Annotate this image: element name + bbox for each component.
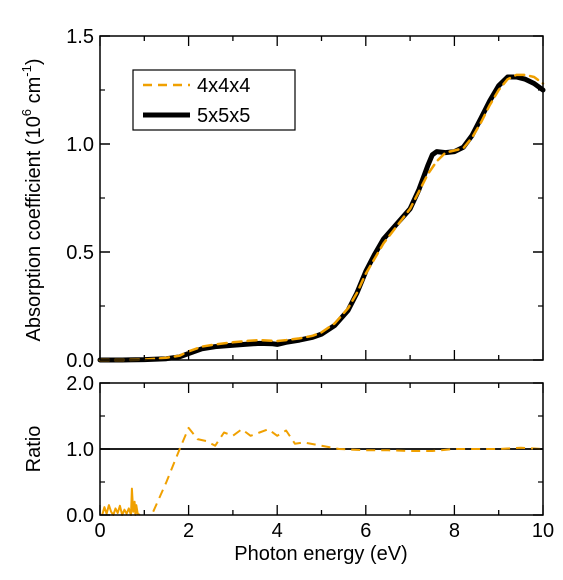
x-tick-label: 8	[449, 520, 460, 542]
legend-label-5x5x5: 5x5x5	[197, 105, 250, 127]
x-axis-label: Photon energy (eV)	[234, 543, 407, 565]
ratio-series-1	[152, 426, 544, 513]
ratio-ticks: 0.0 1.0 2.0 0 2 4 6 8 10	[66, 373, 554, 542]
absorption-plot-frame	[99, 35, 544, 361]
x-tick-label: 10	[532, 520, 554, 542]
ratio-series-group	[100, 426, 544, 516]
ratio-y-tick-label: 2.0	[66, 373, 94, 395]
absorption-y-axis-label: Absorption coefficient (106 cm-1)	[19, 58, 45, 341]
ylabel-mid: cm	[23, 77, 45, 109]
ratio-plot-frame	[99, 382, 544, 516]
x-tick-label: 6	[360, 520, 371, 542]
ratio-y-tick-label: 1.0	[66, 439, 94, 461]
absorption-series-group	[97, 73, 546, 363]
ratio-panel: 0.0 1.0 2.0 0 2 4 6 8 10 Ratio Photon energy (eV…	[23, 373, 554, 565]
absorption-panel: 0.0 0.5 1.0 1.5 4x4x4 5x5x5 Absorption coef…	[19, 26, 546, 372]
x-tick-label: 4	[272, 520, 283, 542]
ylabel-base: Absorption coefficient (10	[23, 116, 45, 341]
ratio-y-tick-label: 0.0	[66, 505, 94, 527]
ratio-y-axis-label: Ratio	[23, 426, 45, 473]
x-tick-label: 0	[94, 520, 105, 542]
ylabel-end: )	[23, 58, 45, 65]
x-tick-label: 2	[183, 520, 194, 542]
legend: 4x4x4 5x5x5	[132, 69, 296, 131]
series-line-4x4x4	[98, 73, 545, 362]
legend-label-4x4x4: 4x4x4	[197, 75, 250, 97]
y-tick-label: 1.0	[66, 134, 94, 156]
y-tick-label: 0.0	[66, 350, 94, 372]
ylabel-exp-6: 6	[19, 109, 34, 116]
legend-box	[132, 69, 296, 131]
ratio-series-0	[101, 487, 141, 516]
y-tick-label: 1.5	[66, 26, 94, 48]
ylabel-exp-minus-1: -1	[19, 65, 34, 77]
y-tick-label: 0.5	[66, 242, 94, 264]
